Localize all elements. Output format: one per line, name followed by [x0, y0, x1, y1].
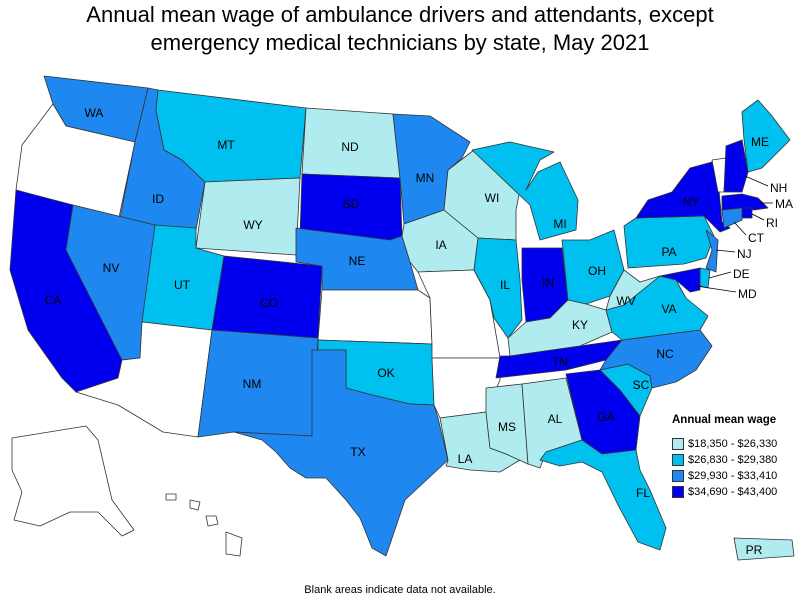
map-title: Annual mean wage of ambulance drivers an… [0, 1, 800, 57]
state-ks [317, 289, 433, 345]
state-me [741, 99, 791, 173]
state-tx [233, 349, 449, 557]
state-label-wi: WI [485, 191, 500, 205]
legend-label-3: $29,930 - $33,410 [688, 470, 778, 482]
legend-row-1: $18,350 - $26,330 [672, 436, 798, 452]
legend-label-1: $18,350 - $26,330 [688, 438, 778, 450]
state-label-nv: NV [103, 261, 120, 275]
state-wy [195, 177, 301, 256]
state-label-in: IN [542, 276, 554, 290]
state-label-md: MD [738, 287, 757, 301]
title-line-1: Annual mean wage of ambulance drivers an… [86, 2, 714, 27]
state-label-ut: UT [174, 278, 191, 292]
state-label-wy: WY [243, 218, 262, 232]
leader-line-ct [733, 221, 747, 236]
state-label-pa: PA [661, 245, 676, 259]
state-label-mn: MN [416, 171, 435, 185]
state-label-ne: NE [349, 254, 366, 268]
legend-swatch-4 [672, 486, 684, 498]
state-label-id: ID [152, 192, 164, 206]
leader-line-nj [715, 249, 736, 253]
state-ak [11, 425, 135, 537]
state-label-wa: WA [85, 106, 104, 120]
legend-label-4: $34,690 - $43,400 [688, 486, 778, 498]
state-label-nm: NM [243, 377, 262, 391]
state-label-ri: RI [766, 216, 778, 230]
state-label-pr: PR [746, 543, 763, 557]
state-de [699, 267, 711, 289]
legend-swatch-1 [672, 438, 684, 450]
state-label-ct: CT [748, 231, 765, 245]
legend: Annual mean wage $18,350 - $26,330 $26,8… [672, 414, 798, 500]
state-label-nh: NH [770, 181, 787, 195]
state-label-ms: MS [498, 420, 516, 434]
legend-row-3: $29,930 - $33,410 [672, 468, 798, 484]
state-label-ma: MA [775, 197, 793, 211]
state-nh [723, 139, 749, 193]
state-label-wv: WV [616, 294, 635, 308]
leader-line-md [695, 285, 737, 293]
title-line-2: emergency medical technicians by state, … [150, 30, 650, 55]
state-pa [623, 215, 715, 269]
state-label-ny: NY [683, 195, 700, 209]
legend-row-2: $26,830 - $29,380 [672, 452, 798, 468]
state-label-il: IL [500, 278, 510, 292]
state-label-nj: NJ [737, 247, 752, 261]
footnote: Blank areas indicate data not available. [304, 584, 496, 596]
state-label-ca: CA [45, 293, 62, 307]
state-label-ky: KY [572, 318, 588, 332]
state-label-va: VA [661, 302, 676, 316]
state-mi [471, 141, 579, 241]
state-label-tx: TX [350, 445, 365, 459]
state-label-sc: SC [633, 378, 650, 392]
state-pr [733, 537, 795, 561]
state-label-oh: OH [588, 264, 606, 278]
state-label-mi: MI [553, 217, 566, 231]
state-label-mt: MT [217, 138, 235, 152]
state-label-la: LA [458, 452, 473, 466]
state-label-ia: IA [435, 238, 446, 252]
state-label-tn: TN [552, 355, 568, 369]
state-hi [165, 493, 243, 557]
legend-swatch-3 [672, 470, 684, 482]
state-ri [741, 207, 753, 219]
state-md [659, 267, 701, 293]
state-label-de: DE [733, 267, 750, 281]
state-label-ok: OK [377, 366, 394, 380]
state-ct [721, 207, 743, 229]
leader-line-ri [751, 213, 765, 221]
leader-line-nh [744, 175, 769, 187]
state-label-al: AL [548, 412, 563, 426]
state-label-fl: FL [636, 486, 650, 500]
legend-label-2: $26,830 - $29,380 [688, 454, 778, 466]
state-nj [705, 229, 719, 273]
state-label-me: ME [751, 135, 769, 149]
state-label-ga: GA [597, 410, 614, 424]
legend-swatch-2 [672, 454, 684, 466]
legend-title: Annual mean wage [672, 414, 777, 426]
legend-row-4: $34,690 - $43,400 [672, 484, 798, 500]
state-fl [539, 439, 667, 551]
state-label-sd: SD [343, 197, 360, 211]
state-wv [605, 269, 661, 311]
state-label-co: CO [260, 296, 278, 310]
state-label-nd: ND [341, 140, 359, 154]
state-label-nc: NC [656, 347, 674, 361]
leader-line-de [708, 271, 732, 279]
